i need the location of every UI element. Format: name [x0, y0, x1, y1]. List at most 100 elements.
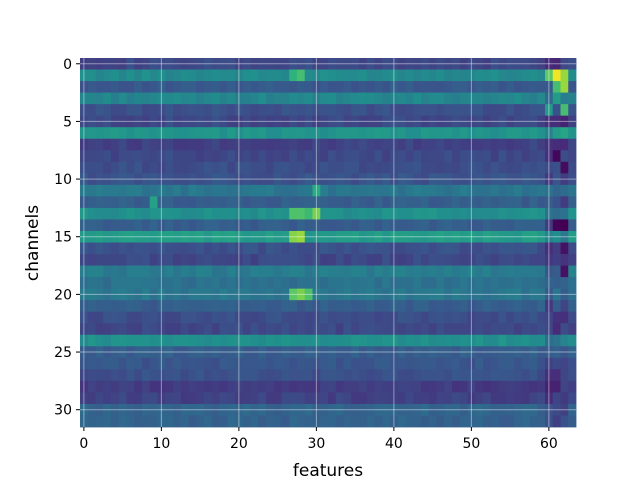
heatmap-cell [188, 403, 197, 416]
heatmap-cell [312, 230, 321, 243]
heatmap-cell [436, 127, 445, 140]
heatmap-cell [281, 196, 290, 209]
heatmap-cell [405, 161, 414, 174]
heatmap-cell [157, 265, 166, 278]
heatmap-cell [242, 300, 251, 313]
heatmap-cell [142, 300, 151, 313]
heatmap-cell [103, 104, 112, 117]
heatmap-cell [103, 415, 112, 428]
heatmap-cell [545, 184, 554, 197]
heatmap-cell [498, 81, 507, 93]
heatmap-cell [328, 277, 337, 290]
heatmap-cell [149, 104, 158, 117]
heatmap-cell [204, 104, 213, 117]
heatmap-cell [475, 392, 484, 405]
heatmap-cell [304, 392, 313, 405]
heatmap-cell [142, 230, 151, 243]
heatmap-cell [180, 311, 189, 324]
heatmap-cell [204, 323, 213, 336]
heatmap-cell [421, 277, 430, 290]
heatmap-cell [405, 230, 414, 243]
heatmap-cell [552, 173, 561, 186]
heatmap-cell [312, 219, 321, 232]
heatmap-cell [118, 242, 127, 255]
heatmap-cell [242, 311, 251, 324]
heatmap-cell [483, 161, 492, 174]
heatmap-cell [552, 392, 561, 405]
heatmap-cell [490, 150, 499, 163]
heatmap-cell [568, 392, 577, 405]
heatmap-cell [273, 138, 282, 151]
heatmap-cell [366, 69, 375, 82]
heatmap-cell [521, 115, 530, 128]
heatmap-cell [157, 392, 166, 405]
heatmap-cell [165, 196, 174, 209]
heatmap-cell [444, 115, 453, 128]
heatmap-cell [297, 81, 306, 93]
heatmap-cell [297, 69, 306, 82]
heatmap-cell [545, 311, 554, 324]
heatmap-cell [235, 104, 244, 117]
heatmap-cell [180, 415, 189, 428]
heatmap-cell [142, 380, 151, 393]
heatmap-cell [421, 161, 430, 174]
heatmap-cell [467, 242, 476, 255]
heatmap-cell [134, 242, 143, 255]
heatmap-cell [335, 300, 344, 313]
heatmap-cell [134, 138, 143, 151]
heatmap-cell [537, 161, 546, 174]
heatmap-cell [126, 58, 135, 70]
heatmap-cell [149, 415, 158, 428]
heatmap-cell [444, 323, 453, 336]
heatmap-cell [328, 196, 337, 209]
heatmap-cell [390, 69, 399, 82]
heatmap-cell [537, 288, 546, 301]
heatmap-cell [483, 277, 492, 290]
heatmap-cell [80, 173, 89, 186]
heatmap-cell [328, 219, 337, 232]
heatmap-cell [142, 288, 151, 301]
heatmap-cell [173, 334, 182, 347]
heatmap-cell [134, 334, 143, 347]
heatmap-cell [157, 207, 166, 220]
heatmap-cell [196, 380, 205, 393]
heatmap-cell [273, 311, 282, 324]
heatmap-cell [188, 369, 197, 382]
heatmap-cell [521, 265, 530, 278]
heatmap-cell [467, 150, 476, 163]
heatmap-cell [452, 92, 461, 105]
heatmap-cell [227, 69, 236, 82]
heatmap-cell [475, 403, 484, 416]
heatmap-cell [506, 288, 515, 301]
heatmap-cell [134, 300, 143, 313]
heatmap-cell [552, 334, 561, 347]
heatmap-cell [211, 138, 220, 151]
heatmap-cell [459, 127, 468, 140]
heatmap-cell [266, 115, 275, 128]
heatmap-cell [405, 69, 414, 82]
heatmap-cell [568, 254, 577, 266]
heatmap-cell [366, 334, 375, 347]
heatmap-cell [335, 184, 344, 197]
heatmap-cell [266, 254, 275, 266]
heatmap-cell [126, 115, 135, 128]
heatmap-cell [126, 242, 135, 255]
heatmap-cell [219, 254, 228, 266]
heatmap-cell [413, 357, 422, 370]
heatmap-cell [560, 173, 569, 186]
heatmap-cell [304, 277, 313, 290]
heatmap-cell [421, 334, 430, 347]
heatmap-cell [157, 334, 166, 347]
heatmap-cell [521, 127, 530, 140]
heatmap-cell [390, 104, 399, 117]
heatmap-cell [475, 104, 484, 117]
heatmap-cell [196, 254, 205, 266]
heatmap-cell [111, 184, 120, 197]
heatmap-cell [281, 242, 290, 255]
heatmap-cell [273, 392, 282, 405]
heatmap-cell [343, 242, 352, 255]
heatmap-cell [304, 92, 313, 105]
heatmap-cell [211, 207, 220, 220]
heatmap-cell [343, 219, 352, 232]
heatmap-cell [134, 161, 143, 174]
